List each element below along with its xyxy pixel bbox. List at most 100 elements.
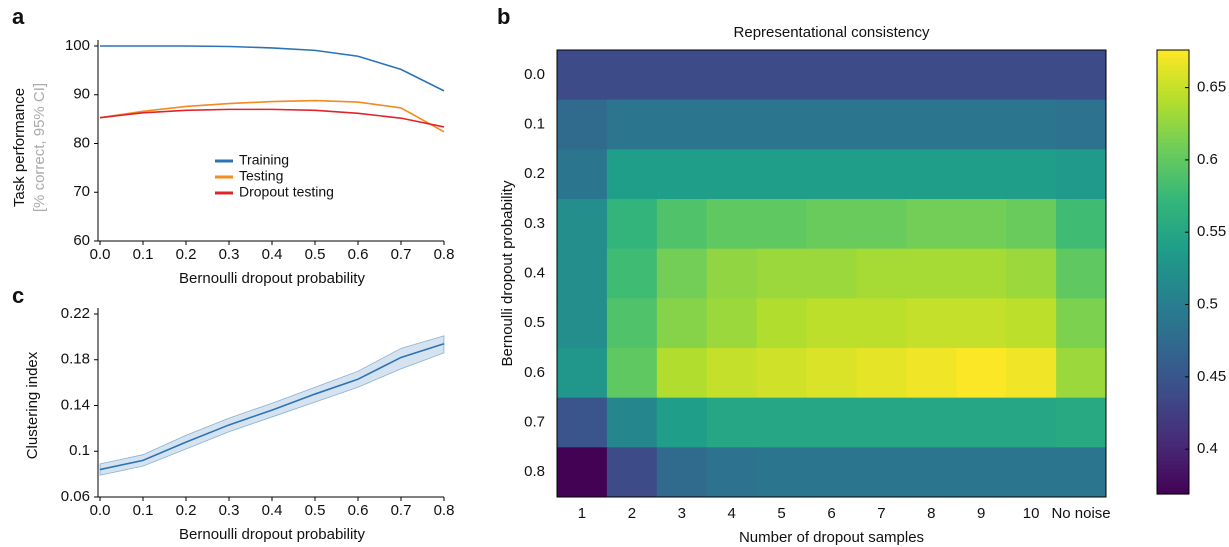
colorbar-gradient: [1157, 420, 1189, 425]
heatmap-cell: [806, 199, 857, 250]
colorbar-gradient: [1157, 342, 1189, 347]
colorbar-gradient: [1157, 486, 1189, 491]
colorbar-gradient: [1157, 309, 1189, 314]
colorbar-gradient: [1157, 301, 1189, 306]
heatmap-cell: [706, 50, 758, 101]
heatmap-cell: [557, 199, 608, 250]
heatmap-cell: [906, 99, 957, 150]
y-tick-label: 0.8: [524, 463, 545, 480]
heatmap-cell: [756, 298, 808, 349]
colorbar-gradient: [1157, 87, 1189, 92]
heatmap-cell: [756, 348, 808, 399]
x-tick-label: 0.1: [133, 246, 154, 263]
colorbar-gradient: [1157, 360, 1189, 366]
x-tick-label: 0.2: [176, 502, 197, 519]
heatmap-cell: [656, 99, 708, 150]
y-tick-label: 0.3: [524, 215, 545, 232]
colorbar-gradient: [1157, 364, 1189, 369]
panel-label: a: [12, 4, 25, 29]
heatmap-cell: [856, 298, 907, 349]
heatmap-cell: [1056, 348, 1107, 399]
colorbar-gradient: [1157, 249, 1189, 255]
colorbar-gradient: [1157, 94, 1189, 99]
colorbar-gradient: [1157, 427, 1189, 432]
colorbar-gradient: [1157, 405, 1189, 410]
y-tick-label: 0.4: [524, 264, 545, 281]
legend-label: Dropout testing: [239, 184, 334, 200]
x-tick-label: 9: [977, 505, 985, 522]
colorbar-tick-label: 0.5: [1197, 296, 1218, 313]
heatmap-cell: [656, 50, 708, 101]
colorbar-gradient: [1157, 272, 1189, 277]
colorbar-gradient: [1157, 416, 1189, 421]
x-tick-label: 4: [728, 505, 736, 522]
heatmap-cell: [1056, 50, 1107, 101]
colorbar-gradient: [1157, 112, 1189, 118]
heatmap-cell: [756, 149, 808, 200]
heatmap-cell: [656, 397, 708, 448]
colorbar-gradient: [1157, 290, 1189, 295]
heatmap-cell: [806, 248, 857, 299]
colorbar-gradient: [1157, 257, 1189, 262]
heatmap-cell: [1006, 199, 1057, 250]
x-tick-label: 0.7: [391, 502, 412, 519]
colorbar-gradient: [1157, 79, 1189, 84]
heatmap-cell: [956, 199, 1007, 250]
colorbar-gradient: [1157, 205, 1189, 210]
colorbar-gradient: [1157, 127, 1189, 132]
y-tick-label: 70: [73, 183, 90, 200]
heatmap-cell: [706, 99, 758, 150]
heatmap-cell: [956, 248, 1007, 299]
heatmap-cell: [557, 348, 608, 399]
colorbar-gradient: [1157, 423, 1189, 428]
heatmap-cell: [806, 447, 857, 498]
colorbar-tick-label: 0.55: [1197, 223, 1226, 240]
colorbar-gradient: [1157, 390, 1189, 395]
x-tick-label: 0.5: [305, 246, 326, 263]
colorbar-gradient: [1157, 331, 1189, 336]
y-tick-label: 0.2: [524, 165, 545, 182]
colorbar-gradient: [1157, 346, 1189, 351]
heatmap-cell: [956, 348, 1007, 399]
x-tick-label: 0.7: [391, 246, 412, 263]
x-tick-label: 0.3: [219, 502, 240, 519]
heatmap-cell: [1006, 348, 1057, 399]
heatmap-cell: [706, 248, 758, 299]
x-tick-label: 1: [578, 505, 586, 522]
heatmap-cell: [906, 248, 957, 299]
colorbar-gradient: [1157, 268, 1189, 273]
heatmap-cell: [906, 149, 957, 200]
colorbar-gradient: [1157, 183, 1189, 188]
heatmap-cell: [557, 99, 608, 150]
heatmap-cell: [856, 248, 907, 299]
heatmap-cell: [1056, 298, 1107, 349]
colorbar-gradient: [1157, 453, 1189, 458]
heatmap-cell: [906, 447, 957, 498]
heatmap-cell: [956, 298, 1007, 349]
colorbar-gradient: [1157, 383, 1189, 388]
colorbar-gradient: [1157, 460, 1189, 465]
x-tick-label: 0.8: [434, 502, 455, 519]
heatmap-cell: [606, 397, 658, 448]
x-tick-label: 0.4: [262, 246, 283, 263]
colorbar-gradient: [1157, 438, 1189, 443]
colorbar-tick-label: 0.45: [1197, 368, 1226, 385]
colorbar-gradient: [1157, 227, 1189, 232]
x-tick-label: No noise: [1051, 505, 1110, 522]
heatmap-cell: [856, 149, 907, 200]
colorbar-gradient: [1157, 198, 1189, 203]
legend-label: Training: [239, 152, 289, 168]
heatmap-cell: [656, 447, 708, 498]
colorbar-gradient: [1157, 164, 1189, 169]
colorbar-gradient: [1157, 75, 1189, 81]
heatmap-cell: [606, 248, 658, 299]
heatmap-cell: [756, 248, 808, 299]
colorbar-gradient: [1157, 305, 1189, 310]
colorbar-gradient: [1157, 408, 1189, 414]
x-tick-label: 0.1: [133, 502, 154, 519]
colorbar-gradient: [1157, 279, 1189, 284]
heatmap-cell: [706, 149, 758, 200]
colorbar-gradient: [1157, 175, 1189, 181]
heatmap-cell: [606, 298, 658, 349]
heatmap-cell: [1006, 99, 1057, 150]
